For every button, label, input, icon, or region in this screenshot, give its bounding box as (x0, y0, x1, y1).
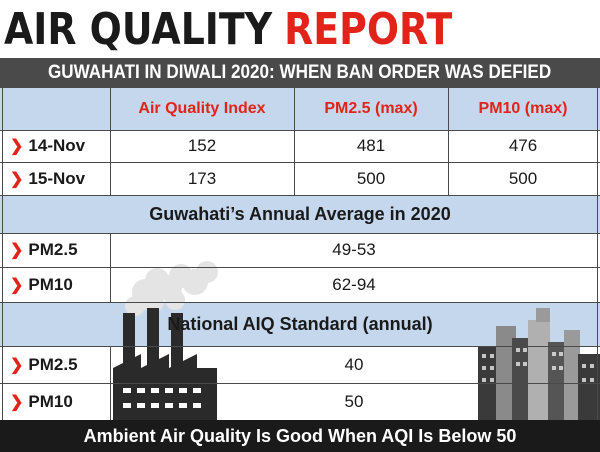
divider (0, 195, 600, 196)
row-label-text: 14-Nov (28, 136, 86, 155)
divider (0, 233, 600, 234)
row-label: ❯ PM2.5 (10, 346, 78, 383)
chevron-right-icon: ❯ (10, 356, 24, 374)
row-label: ❯ PM10 (10, 383, 73, 420)
table-cell: 49-53 (332, 240, 376, 259)
divider (2, 88, 3, 420)
column-header: PM10 (max) (478, 100, 568, 117)
table-cell: 500 (508, 168, 538, 188)
divider (0, 346, 600, 347)
row-label-text: PM10 (28, 274, 73, 294)
row-label-text: PM2.5 (28, 240, 78, 259)
title-part-2: REPORT (284, 3, 453, 55)
section-title: Guwahati’s Annual Average in 2020 (149, 203, 451, 224)
chevron-right-icon: ❯ (10, 138, 24, 155)
table-cell: 62-94 (332, 274, 376, 294)
table-cell: 481 (356, 136, 386, 155)
table-cell: 173 (187, 168, 217, 188)
footer-note: Ambient Air Quality Is Good When AQI Is … (0, 420, 600, 452)
table-cell: 476 (508, 136, 538, 155)
row-label-text: PM10 (28, 391, 73, 411)
column-header: Air Quality Index (138, 100, 266, 117)
table-cell: 40 (344, 354, 364, 374)
row-label: ❯ 15-Nov (10, 162, 85, 195)
chevron-right-icon: ❯ (10, 393, 24, 411)
header-band (0, 88, 600, 130)
row-label-text: PM2.5 (28, 354, 78, 374)
chevron-right-icon: ❯ (10, 170, 24, 188)
chevron-right-icon: ❯ (10, 276, 24, 294)
divider (110, 346, 111, 420)
title-part-1: AIR QUALITY (4, 3, 273, 55)
divider (0, 383, 600, 384)
annual-band (0, 195, 600, 233)
divider (294, 88, 295, 195)
divider (0, 267, 600, 268)
row-label-text: 15-Nov (28, 168, 86, 188)
column-header: PM2.5 (max) (324, 100, 418, 117)
subtitle-bar: GUWAHATI IN DIWALI 2020: WHEN BAN ORDER … (0, 58, 600, 88)
section-title: National AIQ Standard (annual) (167, 313, 433, 334)
table-cell: 50 (344, 391, 364, 411)
subtitle: GUWAHATI IN DIWALI 2020: WHEN BAN ORDER … (48, 62, 552, 83)
divider (0, 130, 600, 131)
divider (597, 88, 598, 420)
row-label: ❯ 14-Nov (10, 130, 85, 162)
table-cell: 152 (187, 136, 217, 155)
divider (110, 233, 111, 302)
divider (110, 88, 111, 195)
chevron-right-icon: ❯ (10, 242, 24, 259)
table-cell: 500 (356, 168, 386, 188)
page-title: AIR QUALITY REPORT (4, 2, 452, 56)
row-label: ❯ PM10 (10, 267, 73, 302)
divider (0, 162, 600, 163)
row-label: ❯ PM2.5 (10, 233, 78, 267)
divider (448, 88, 449, 195)
divider (0, 302, 600, 303)
